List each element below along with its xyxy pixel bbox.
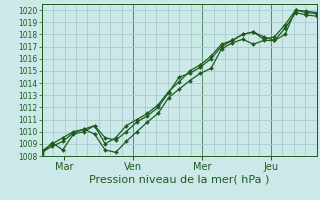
X-axis label: Pression niveau de la mer( hPa ): Pression niveau de la mer( hPa ) <box>89 174 269 184</box>
